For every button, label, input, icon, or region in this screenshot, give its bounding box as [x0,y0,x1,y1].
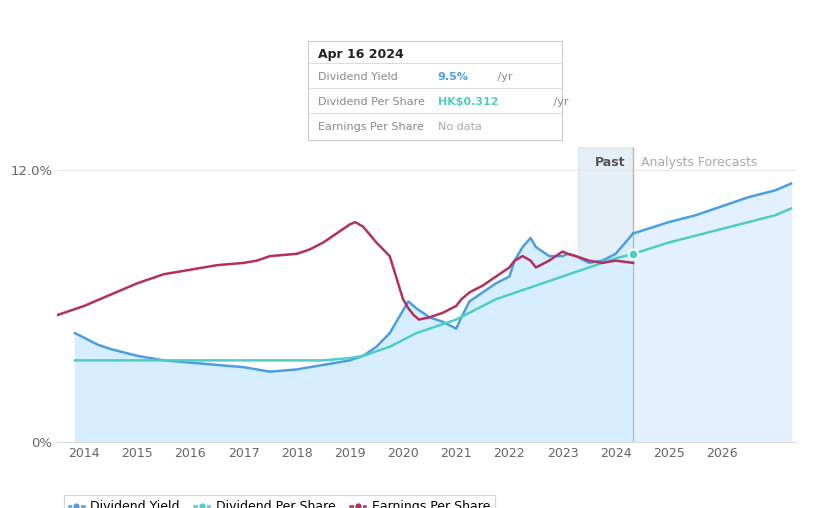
Legend: Dividend Yield, Dividend Per Share, Earnings Per Share: Dividend Yield, Dividend Per Share, Earn… [64,495,495,508]
Text: No data: No data [438,122,482,132]
Text: Dividend Yield: Dividend Yield [318,72,398,82]
Text: /yr: /yr [550,97,568,107]
Text: /yr: /yr [493,72,512,82]
Text: Past: Past [594,156,626,169]
Text: Analysts Forecasts: Analysts Forecasts [641,156,758,169]
Text: HK$0.312: HK$0.312 [438,97,498,107]
Bar [579,147,633,442]
Text: 9.5%: 9.5% [438,72,469,82]
Text: Dividend Per Share: Dividend Per Share [318,97,425,107]
Text: Earnings Per Share: Earnings Per Share [318,122,424,132]
Text: Apr 16 2024: Apr 16 2024 [318,48,404,60]
